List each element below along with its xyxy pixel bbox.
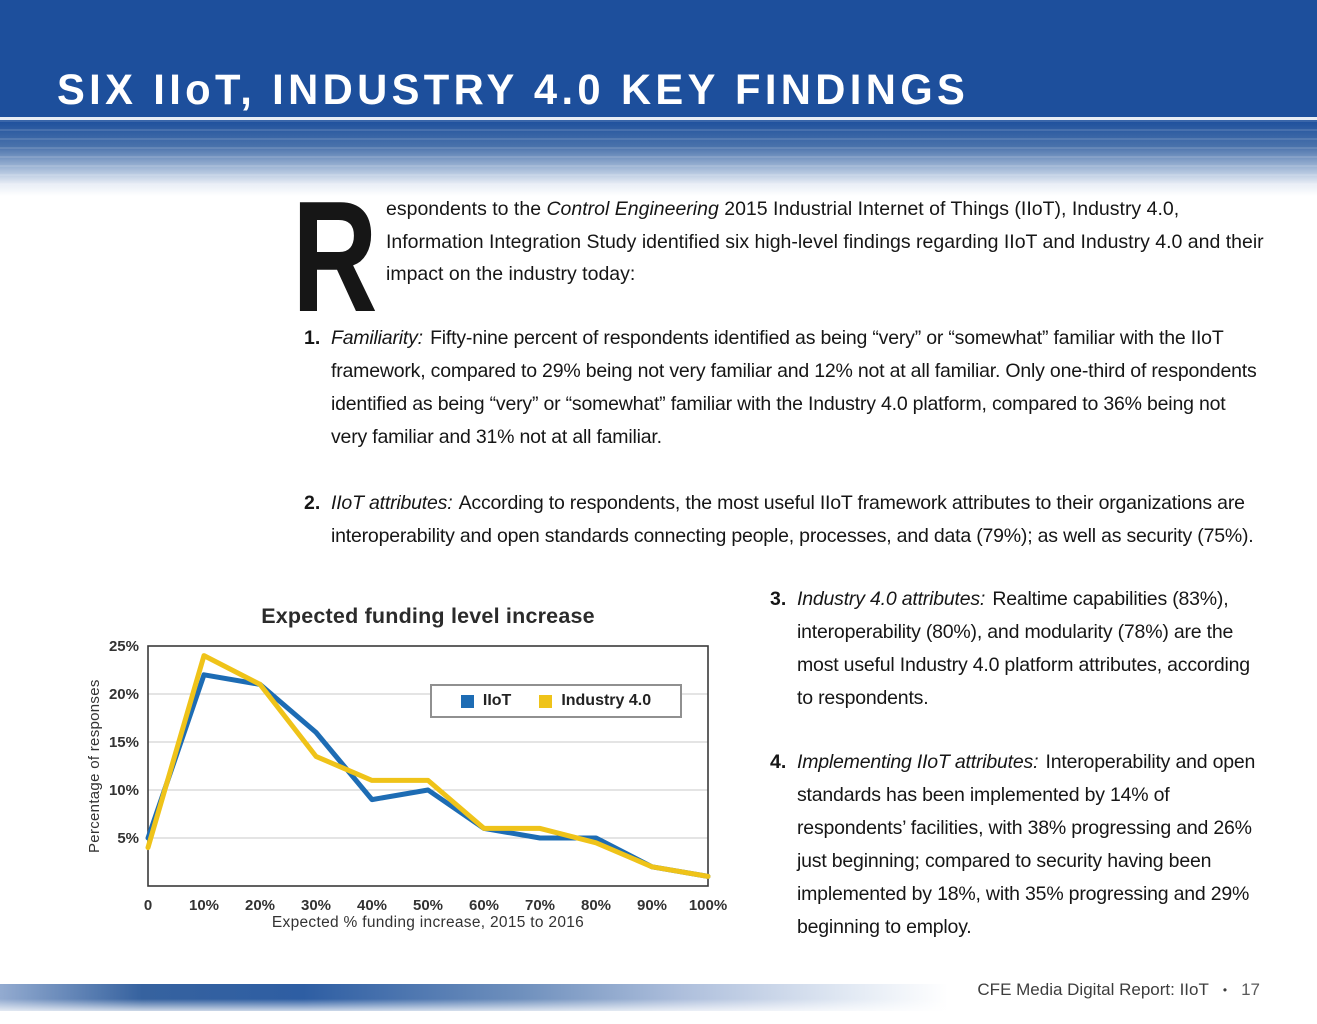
finding-lead: Familiarity:: [331, 327, 423, 349]
legend-item: IIoT: [460, 692, 512, 710]
finding-item-4: 4. Implementing IIoT attributes: Interop…: [770, 746, 1264, 944]
svg-text:5%: 5%: [117, 830, 139, 847]
bottom-gradient-bar: [0, 984, 948, 1011]
svg-text:40%: 40%: [357, 897, 387, 914]
finding-body: According to respondents, the most usefu…: [331, 492, 1254, 547]
svg-text:0: 0: [144, 897, 152, 914]
svg-text:15%: 15%: [109, 734, 139, 751]
page-title: SIX IIoT, INDUSTRY 4.0 KEY FINDINGS: [57, 66, 970, 114]
chart-title: Expected funding level increase: [261, 604, 595, 628]
footer: CFE Media Digital Report: IIoT • 17: [977, 980, 1260, 1000]
footer-page-number: 17: [1241, 980, 1260, 999]
funding-chart: Expected funding level increase Percenta…: [78, 600, 738, 955]
svg-text:25%: 25%: [109, 638, 139, 655]
svg-text:80%: 80%: [581, 897, 611, 914]
finding-lead: Implementing IIoT attributes:: [797, 751, 1039, 773]
finding-number: 4.: [770, 751, 787, 773]
chart-x-axis-label: Expected % funding increase, 2015 to 201…: [271, 914, 585, 931]
svg-text:100%: 100%: [689, 897, 727, 914]
finding-body: Interoperability and open standards has …: [797, 751, 1256, 938]
svg-text:60%: 60%: [469, 897, 499, 914]
header-gradient: [0, 120, 1317, 196]
finding-number: 3.: [770, 588, 787, 610]
svg-text:20%: 20%: [109, 686, 139, 703]
finding-item-3: 3. Industry 4.0 attributes: Realtime cap…: [770, 583, 1264, 715]
legend-item: Industry 4.0: [539, 692, 651, 710]
svg-text:90%: 90%: [637, 897, 667, 914]
legend-swatch: [539, 694, 553, 708]
finding-number: 1.: [304, 327, 321, 349]
finding-text: IIoT attributes: According to respondent…: [304, 487, 1266, 553]
journal-name: Control Engineering: [546, 198, 719, 220]
svg-text:10%: 10%: [109, 782, 139, 799]
chart-legend: IIoT Industry 4.0: [430, 684, 682, 718]
intro-paragraph: espondents to the Control Engineering 20…: [386, 193, 1268, 291]
svg-text:30%: 30%: [301, 897, 331, 914]
finding-body: Realtime capabilities (83%), interoperab…: [797, 588, 1250, 709]
svg-text:70%: 70%: [525, 897, 555, 914]
intro-text-before: espondents to the: [386, 198, 547, 220]
svg-text:50%: 50%: [413, 897, 443, 914]
finding-item-2: 2. IIoT attributes: According to respond…: [304, 487, 1266, 553]
finding-lead: Industry 4.0 attributes:: [797, 588, 986, 610]
svg-text:20%: 20%: [245, 897, 275, 914]
finding-item-1: 1. Familiarity: Fifty-nine percent of re…: [304, 322, 1262, 454]
legend-label: Industry 4.0: [561, 692, 652, 709]
drop-cap: R: [292, 169, 378, 345]
finding-text: Industry 4.0 attributes: Realtime capabi…: [770, 583, 1264, 715]
footer-report-title: CFE Media Digital Report: IIoT: [977, 980, 1209, 999]
legend-label: IIoT: [482, 692, 512, 709]
finding-body: Fifty-nine percent of respondents identi…: [331, 327, 1257, 448]
intro-text-after: 2015 Industrial Internet of Things (IIoT…: [386, 198, 1264, 285]
header-banner: SIX IIoT, INDUSTRY 4.0 KEY FINDINGS: [0, 0, 1317, 117]
footer-bullet: •: [1222, 983, 1228, 997]
svg-text:10%: 10%: [189, 897, 219, 914]
chart-plot-svg: 5% 10% 15% 20% 25% 0 10% 20% 30% 40% 50% 60% 70% 80% 9…: [109, 638, 727, 914]
finding-text: Familiarity: Fifty-nine percent of respo…: [304, 322, 1262, 454]
header-divider: [0, 117, 1317, 120]
finding-number: 2.: [304, 492, 321, 514]
finding-text: Implementing IIoT attributes: Interopera…: [770, 746, 1264, 944]
finding-lead: IIoT attributes:: [331, 492, 453, 514]
legend-swatch: [460, 694, 474, 708]
